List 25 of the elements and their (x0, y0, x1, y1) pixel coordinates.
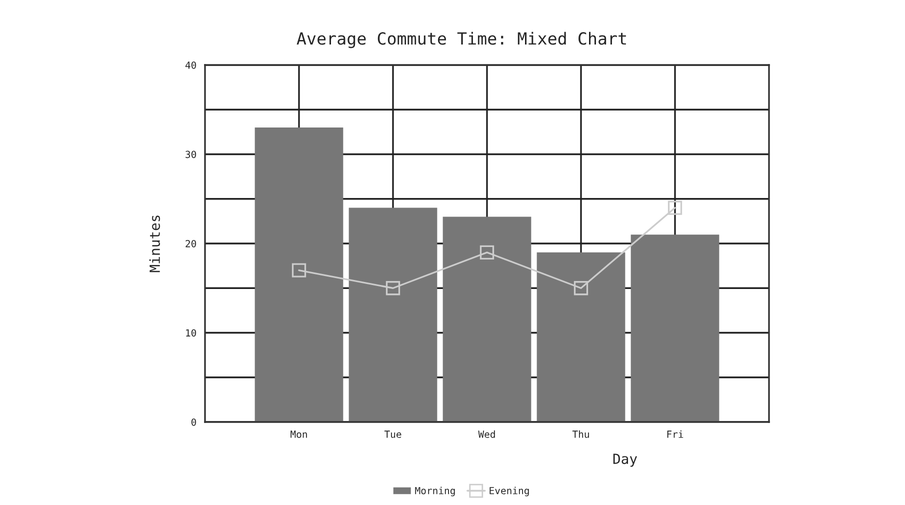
x-tick-label: Thu (572, 430, 589, 438)
y-tick-label: 30 (186, 150, 196, 158)
y-tick-label: 0 (191, 418, 196, 426)
chart-title: Average Commute Time: Mixed Chart (296, 32, 626, 48)
x-tick-label: Mon (290, 430, 307, 438)
bar (442, 216, 532, 422)
legend-label: Evening (490, 486, 529, 496)
legend-label: Morning (415, 486, 455, 496)
bar (630, 234, 720, 422)
y-tick-label: 40 (185, 62, 196, 69)
bar (536, 252, 626, 422)
x-tick-label: Fri (667, 430, 684, 438)
bar (254, 127, 344, 422)
point (574, 281, 588, 296)
x-axis-title: Day (613, 454, 637, 467)
x-tick-label: Wed (478, 430, 495, 438)
point (292, 263, 306, 278)
point (668, 200, 682, 215)
x-tick-label: Tue (384, 430, 402, 438)
bar (348, 208, 438, 422)
y-axis-title: Minutes (149, 216, 160, 272)
point (386, 281, 400, 296)
point (480, 245, 494, 260)
y-tick-label: 20 (186, 240, 196, 248)
y-tick-label: 10 (186, 329, 196, 337)
